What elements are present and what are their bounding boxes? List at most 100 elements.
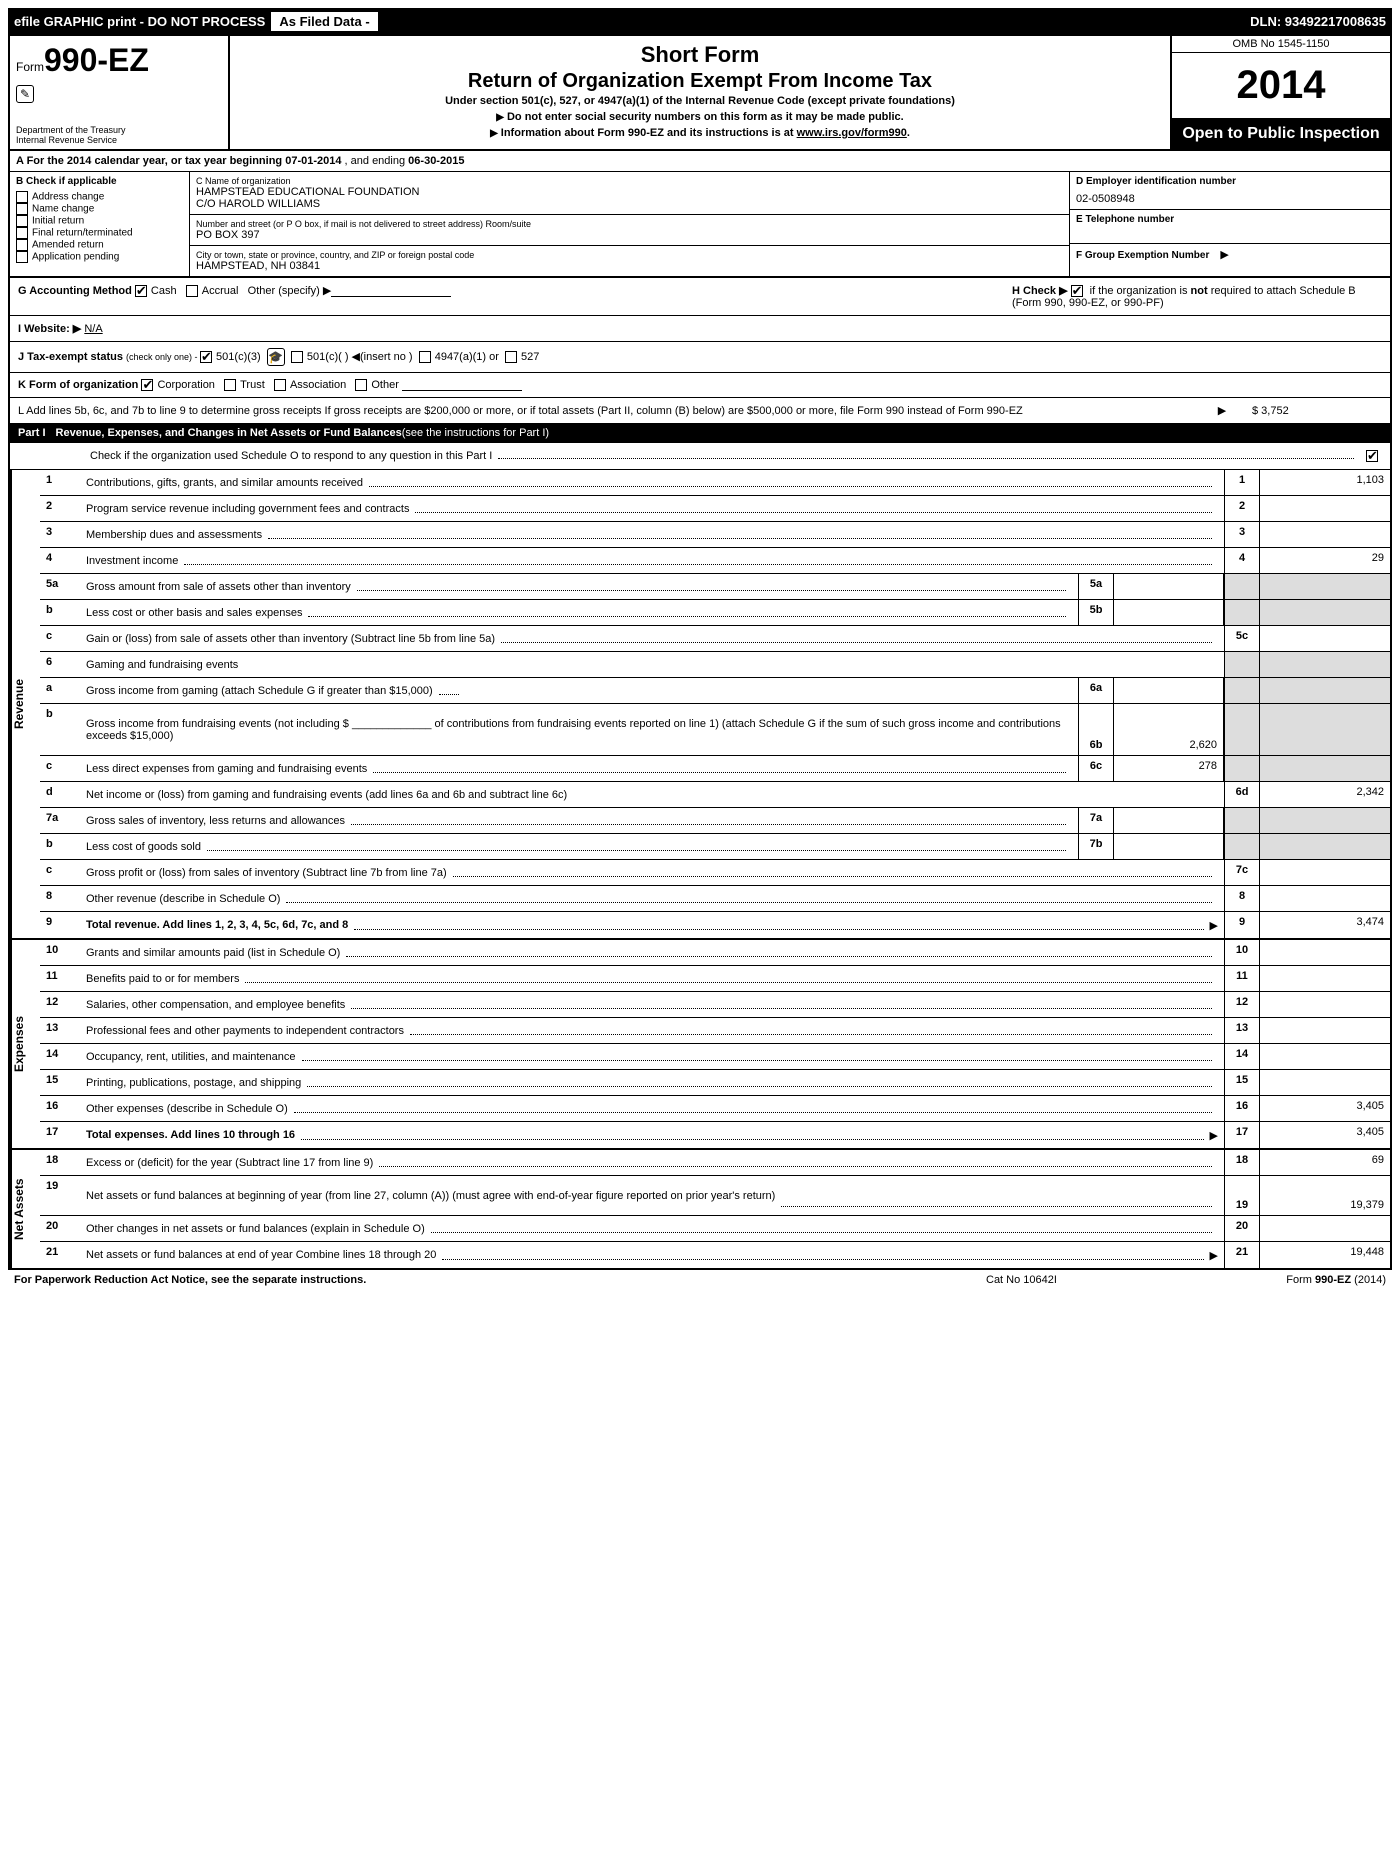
ln12-rv (1260, 992, 1390, 1017)
part1-title: Revenue, Expenses, and Changes in Net As… (56, 427, 402, 439)
ln6a-rn (1224, 678, 1260, 703)
ln15-rv (1260, 1070, 1390, 1095)
dots (301, 1130, 1203, 1140)
checkbox-icon[interactable] (16, 251, 28, 263)
dots (351, 815, 1066, 825)
dots (307, 1077, 1212, 1087)
dots (442, 1250, 1203, 1260)
line-19: 19Net assets or fund balances at beginni… (40, 1176, 1390, 1216)
dots (207, 841, 1066, 851)
ln4-text: Investment income (86, 555, 178, 567)
col-de: D Employer identification number 02-0508… (1070, 172, 1390, 276)
topbar-dln: DLN: 93492217008635 (1250, 14, 1392, 29)
dots (268, 529, 1212, 539)
org-co: C/O HAROLD WILLIAMS (196, 198, 1063, 210)
ln16-rn: 16 (1224, 1096, 1260, 1121)
ln2-rn: 2 (1224, 496, 1260, 521)
c-name-label: C Name of organization (196, 176, 1063, 186)
ln14-rn: 14 (1224, 1044, 1260, 1069)
lbl-cash: Cash (151, 285, 177, 297)
c-name-row: C Name of organization HAMPSTEAD EDUCATI… (190, 172, 1069, 215)
row-h: H Check ▶ if the organization is not req… (1002, 284, 1382, 309)
ln19-desc: Net assets or fund balances at beginning… (80, 1176, 1224, 1215)
ln5a-text: Gross amount from sale of assets other t… (86, 581, 351, 593)
ln7a-rn (1224, 808, 1260, 833)
irs-link[interactable]: www.irs.gov/form990 (797, 127, 907, 139)
line-6a: aGross income from gaming (attach Schedu… (40, 678, 1390, 704)
dots (498, 449, 1354, 459)
checkbox-icon[interactable] (16, 215, 28, 227)
line-7a: 7aGross sales of inventory, less returns… (40, 808, 1390, 834)
omb-number: OMB No 1545-1150 (1172, 36, 1390, 53)
chk-pending: Application pending (16, 251, 183, 263)
chk-other-k[interactable] (355, 379, 367, 391)
chk-h[interactable] (1071, 285, 1083, 297)
chk-corp[interactable] (141, 379, 153, 391)
dots (410, 1025, 1212, 1035)
header-mid: Short Form Return of Organization Exempt… (230, 36, 1170, 149)
dots (415, 503, 1212, 513)
note-ssn: Do not enter social security numbers on … (242, 111, 1158, 123)
expenses-lines: 10Grants and similar amounts paid (list … (40, 940, 1390, 1148)
dots (357, 581, 1066, 591)
dots (431, 1223, 1212, 1233)
e-val (1076, 225, 1384, 239)
checkbox-icon[interactable] (16, 191, 28, 203)
part1-note: (see the instructions for Part I) (402, 427, 549, 439)
chk-501c3[interactable] (200, 351, 212, 363)
ln15-text: Printing, publications, postage, and shi… (86, 1077, 301, 1089)
checkbox-icon[interactable] (16, 227, 28, 239)
ln5c-text: Gain or (loss) from sale of assets other… (86, 633, 495, 645)
chk-assoc[interactable] (274, 379, 286, 391)
ln2-desc: Program service revenue including govern… (80, 496, 1224, 521)
lbl-other-k: Other (371, 379, 399, 391)
h-label1: H Check ▶ (1012, 285, 1071, 297)
ln10-desc: Grants and similar amounts paid (list in… (80, 940, 1224, 965)
ln6b-text: Gross income from fundraising events (no… (86, 718, 1072, 742)
line-7c: cGross profit or (loss) from sales of in… (40, 860, 1390, 886)
col-b-title: B Check if applicable (16, 176, 183, 187)
calendar-year: A For the 2014 calendar year, or tax yea… (10, 151, 1390, 171)
org-name: HAMPSTEAD EDUCATIONAL FOUNDATION (196, 186, 1063, 198)
ln10-num: 10 (40, 940, 80, 965)
revenue-side-label: Revenue (10, 470, 40, 938)
ln11-num: 11 (40, 966, 80, 991)
arrow-icon: ▶ (1210, 919, 1218, 932)
chk-lbl-0: Address change (32, 192, 104, 203)
ln7b-mv (1114, 834, 1224, 859)
ln6c-desc: Less direct expenses from gaming and fun… (80, 756, 1078, 781)
ln7b-text: Less cost of goods sold (86, 841, 201, 853)
chk-4947[interactable] (419, 351, 431, 363)
footer-mid: Cat No 10642I (986, 1274, 1186, 1286)
ln18-text: Excess or (deficit) for the year (Subtra… (86, 1157, 373, 1169)
chk-cash[interactable] (135, 285, 147, 297)
d-row: D Employer identification number 02-0508… (1070, 172, 1390, 210)
ln2-rv (1260, 496, 1390, 521)
chk-501c[interactable] (291, 351, 303, 363)
form-title: Return of Organization Exempt From Incom… (242, 70, 1158, 93)
ln12-rn: 12 (1224, 992, 1260, 1017)
chk-527[interactable] (505, 351, 517, 363)
chk-trust[interactable] (224, 379, 236, 391)
dept-treasury: Department of the Treasury (16, 125, 126, 135)
ln11-text: Benefits paid to or for members (86, 973, 239, 985)
checkbox-icon[interactable] (16, 203, 28, 215)
checkbox-icon[interactable] (16, 239, 28, 251)
ln8-num: 8 (40, 886, 80, 911)
school-icon: 🎓 (267, 348, 285, 366)
line-1: 1Contributions, gifts, grants, and simil… (40, 470, 1390, 496)
top-bar: efile GRAPHIC print - DO NOT PROCESS As … (8, 8, 1392, 34)
ln13-num: 13 (40, 1018, 80, 1043)
chk-schedule-o[interactable] (1366, 450, 1378, 462)
ln5c-rn: 5c (1224, 626, 1260, 651)
topbar-left: efile GRAPHIC print - DO NOT PROCESS (8, 14, 265, 29)
ln16-rv: 3,405 (1260, 1096, 1390, 1121)
line-6b: bGross income from fundraising events (n… (40, 704, 1390, 756)
chk-lbl-5: Application pending (32, 252, 119, 263)
lbl-501c3: 501(c)(3) (216, 351, 261, 363)
ln7b-desc: Less cost of goods sold (80, 834, 1078, 859)
line-6: 6Gaming and fundraising events (40, 652, 1390, 678)
ln16-text: Other expenses (describe in Schedule O) (86, 1103, 288, 1115)
chk-accrual[interactable] (186, 285, 198, 297)
ln4-num: 4 (40, 548, 80, 573)
